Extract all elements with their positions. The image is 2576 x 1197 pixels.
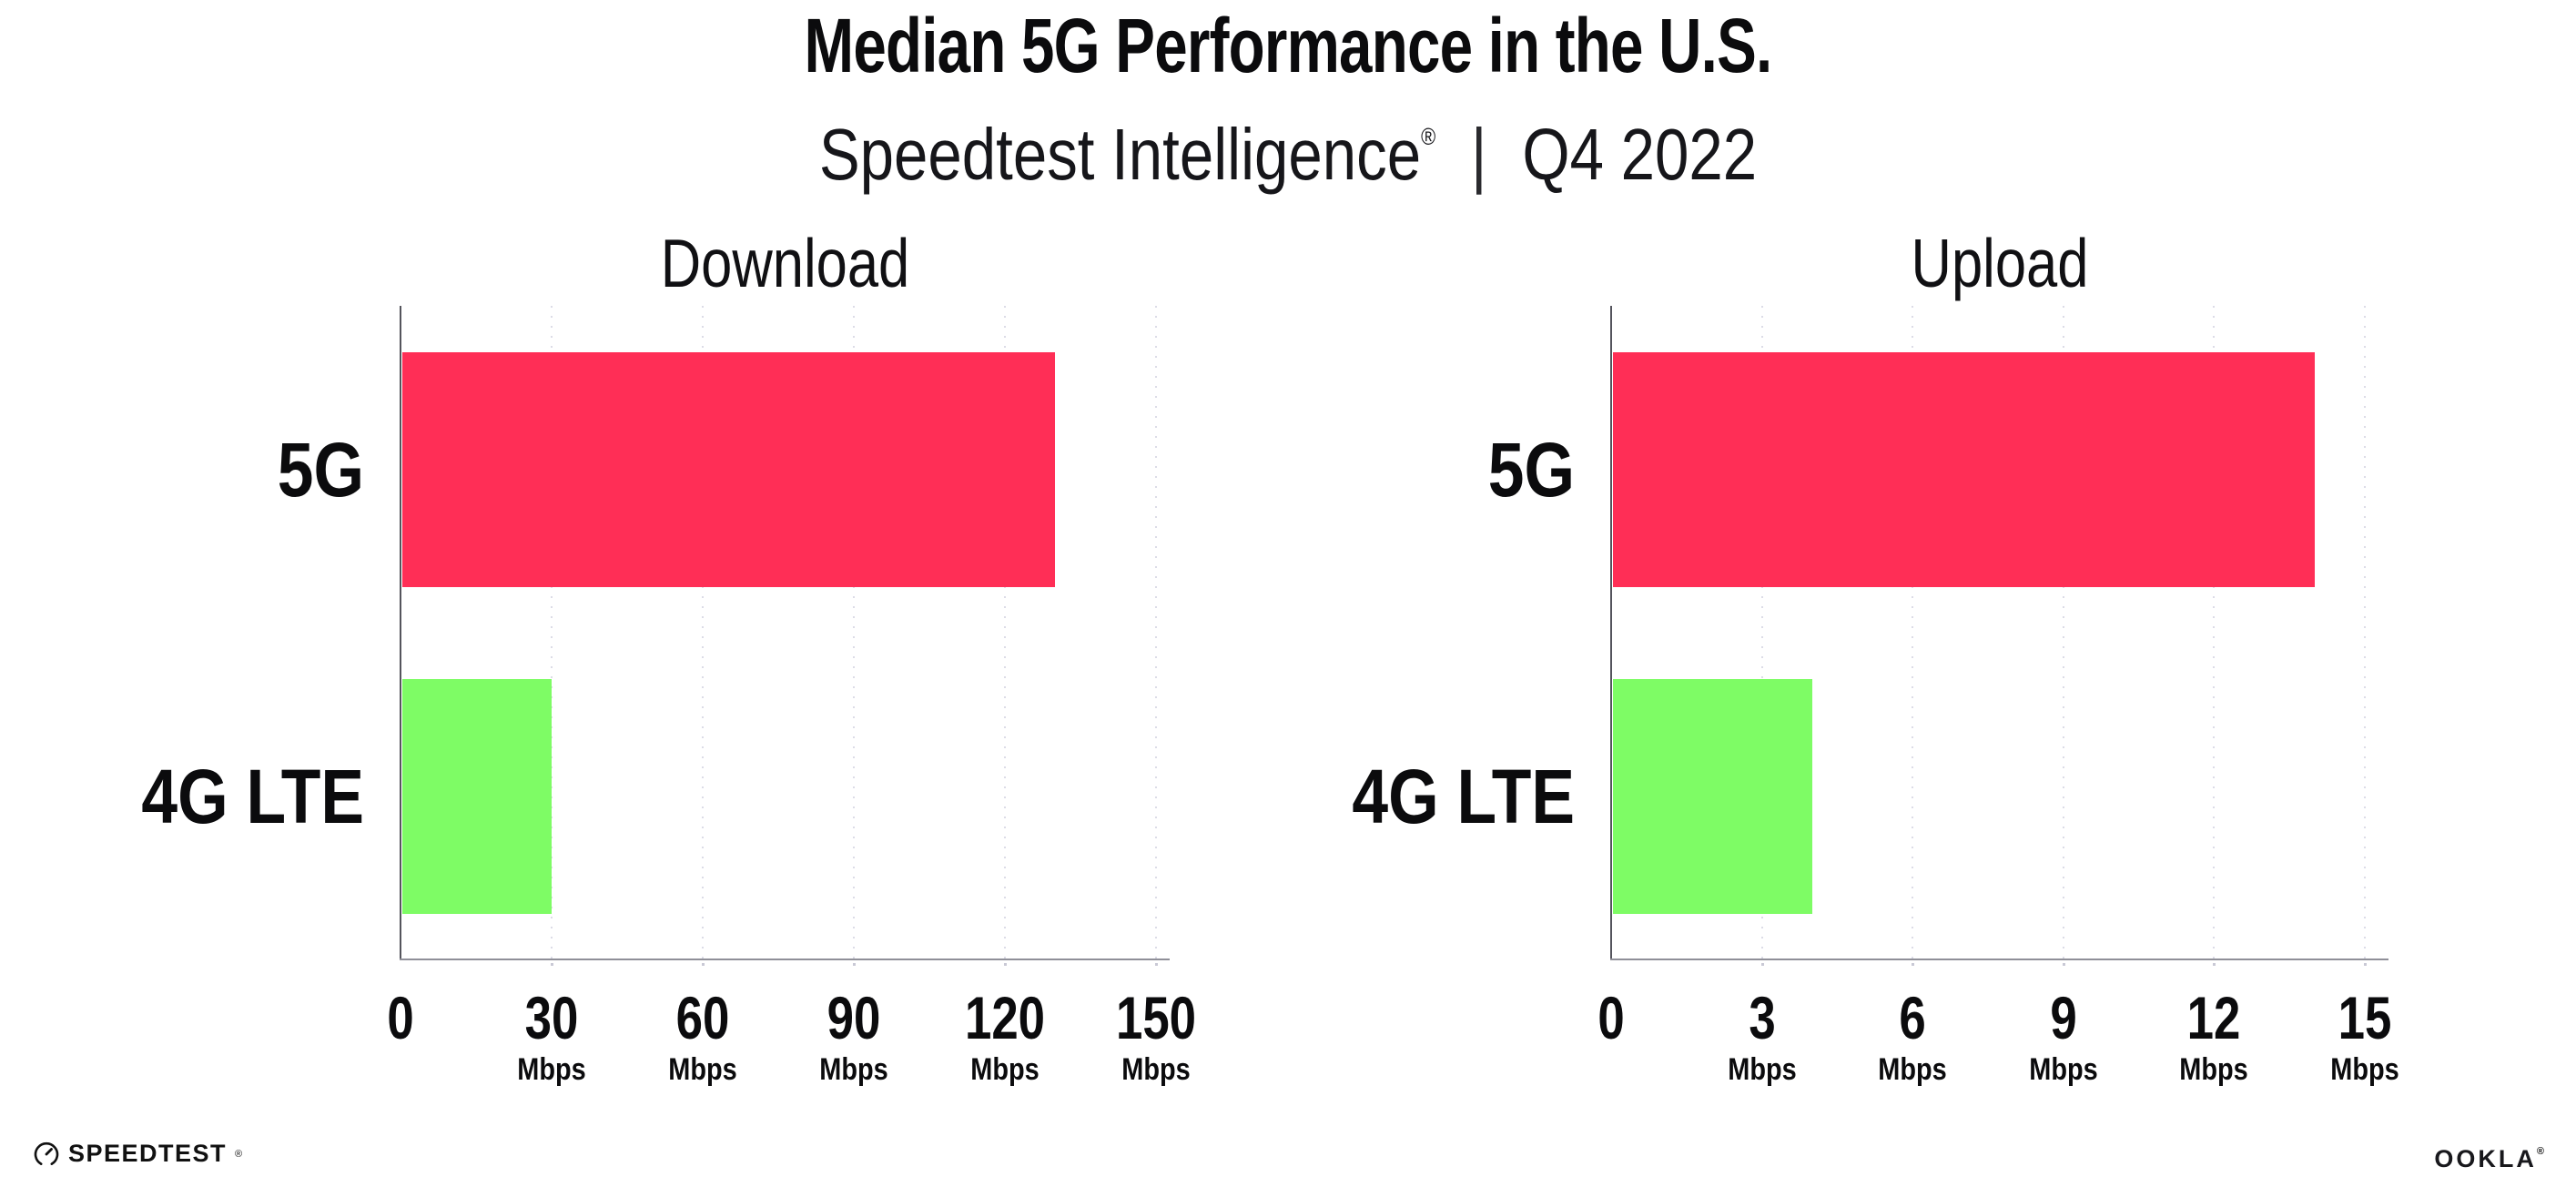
x-axis-tick-12: 12 Mbps xyxy=(2077,988,2350,1088)
gridline-150-mbps xyxy=(1155,306,1157,959)
subtitle-period: Q4 2022 xyxy=(1522,114,1758,195)
x-axis-tick-6: 6 Mbps xyxy=(1776,988,2049,1088)
bar-4g-lte-upload xyxy=(1613,679,1812,914)
gridline-6-mbps xyxy=(1912,306,1914,959)
page-title: Median 5G Performance in the U.S. xyxy=(804,3,1773,88)
tick-unit-label: Mbps xyxy=(1878,1052,1947,1087)
tick-value-label: 15 xyxy=(2338,984,2392,1051)
x-axis-tick-mark xyxy=(551,963,553,966)
ookla-wordmark: OOKLA xyxy=(2434,1145,2537,1172)
subplot-title-upload: Upload xyxy=(1911,225,2089,301)
x-axis-tick-0: 0 xyxy=(264,988,537,1048)
subplot-title-download: Download xyxy=(660,225,910,301)
tick-unit-label: Mbps xyxy=(2330,1052,2399,1087)
ookla-trademark-mark: ® xyxy=(2536,1146,2547,1157)
x-axis-tick-mark xyxy=(2062,963,2065,966)
speedtest-wordmark: SPEEDTEST xyxy=(68,1140,228,1167)
gridline-30-mbps xyxy=(551,306,553,959)
bar-5g-upload xyxy=(1613,352,2315,587)
category-label-4g-lte: 4G LTE xyxy=(141,754,364,839)
download-chart-panel: Download 5G 4G LTE 0 30 Mbps 60 Mbps 90 Mbps 120 Mb… xyxy=(141,228,1196,1087)
tick-unit-label: Mbps xyxy=(517,1052,586,1087)
y-axis-line xyxy=(1610,306,1612,960)
x-axis-tick-mark xyxy=(702,963,705,966)
gridline-9-mbps xyxy=(2062,306,2064,959)
x-axis-tick-mark xyxy=(1912,963,1915,966)
subtitle-brand: Speedtest Intelligence xyxy=(818,114,1422,195)
tick-value-label: 120 xyxy=(964,984,1046,1051)
tick-value-label: 6 xyxy=(1899,984,1926,1051)
tick-unit-label: Mbps xyxy=(2179,1052,2249,1087)
x-axis-tick-15: 15 Mbps xyxy=(2228,988,2501,1088)
tick-unit-label: Mbps xyxy=(819,1052,888,1087)
gridline-120-mbps xyxy=(1004,306,1006,959)
tick-unit-label: Mbps xyxy=(2029,1052,2098,1087)
x-axis-line xyxy=(400,959,1170,960)
bar-4g-lte-download xyxy=(402,679,552,914)
x-axis-tick-mark xyxy=(1004,963,1007,966)
tick-value-label: 0 xyxy=(387,984,414,1051)
y-axis-line xyxy=(400,306,401,960)
x-axis-tick-150: 150 Mbps xyxy=(1019,988,1293,1088)
x-axis-tick-mark xyxy=(853,963,856,966)
tick-unit-label: Mbps xyxy=(1121,1052,1191,1087)
gridline-3-mbps xyxy=(1760,306,1763,959)
tick-value-label: 9 xyxy=(2050,984,2077,1051)
tick-unit-label: Mbps xyxy=(668,1052,737,1087)
gridline-60-mbps xyxy=(702,306,704,959)
x-axis-tick-0: 0 xyxy=(1475,988,1748,1048)
tick-value-label: 30 xyxy=(524,984,579,1051)
x-axis-tick-60: 60 Mbps xyxy=(566,988,839,1088)
gridline-90-mbps xyxy=(853,306,855,959)
x-axis-tick-3: 3 Mbps xyxy=(1626,988,1899,1088)
x-axis-tick-90: 90 Mbps xyxy=(717,988,990,1088)
tick-unit-label: Mbps xyxy=(970,1052,1040,1087)
gridline-15-mbps xyxy=(2364,306,2366,959)
tick-value-label: 60 xyxy=(675,984,730,1051)
upload-chart-panel: Upload 5G 4G LTE 0 3 Mbps 6 Mbps 9 Mbps 12 Mbps 15 Mb… xyxy=(1352,228,2399,1087)
speedtest-logo: SPEEDTEST ® xyxy=(33,1140,242,1168)
subtitle-divider: | xyxy=(1471,114,1487,195)
x-axis-tick-mark xyxy=(2213,963,2216,966)
tick-value-label: 0 xyxy=(1597,984,1625,1051)
category-label-4g-lte: 4G LTE xyxy=(1352,754,1575,839)
tick-value-label: 12 xyxy=(2187,984,2241,1051)
x-axis-line xyxy=(1610,959,2388,960)
registered-trademark-mark: ® xyxy=(1421,123,1436,150)
tick-value-label: 90 xyxy=(827,984,881,1051)
category-label-5g: 5G xyxy=(1487,427,1575,512)
x-axis-tick-mark xyxy=(2364,963,2367,966)
speedtest-trademark-mark: ® xyxy=(235,1148,243,1160)
bar-5g-download xyxy=(402,352,1056,587)
tick-value-label: 150 xyxy=(1115,984,1197,1051)
ookla-logo: OOKLA® xyxy=(2434,1145,2547,1173)
tick-value-label: 3 xyxy=(1748,984,1776,1051)
x-axis-tick-mark xyxy=(1155,963,1158,966)
page-subtitle: Speedtest Intelligence® | Q4 2022 xyxy=(206,95,2369,197)
x-axis-tick-9: 9 Mbps xyxy=(1927,988,2200,1088)
speedtest-gauge-icon xyxy=(34,1141,59,1165)
gridline-12-mbps xyxy=(2213,306,2216,959)
x-axis-tick-mark xyxy=(1760,963,1764,966)
x-axis-tick-30: 30 Mbps xyxy=(415,988,688,1088)
x-axis-tick-120: 120 Mbps xyxy=(868,988,1141,1088)
tick-unit-label: Mbps xyxy=(1727,1052,1797,1087)
category-label-5g: 5G xyxy=(277,427,364,512)
